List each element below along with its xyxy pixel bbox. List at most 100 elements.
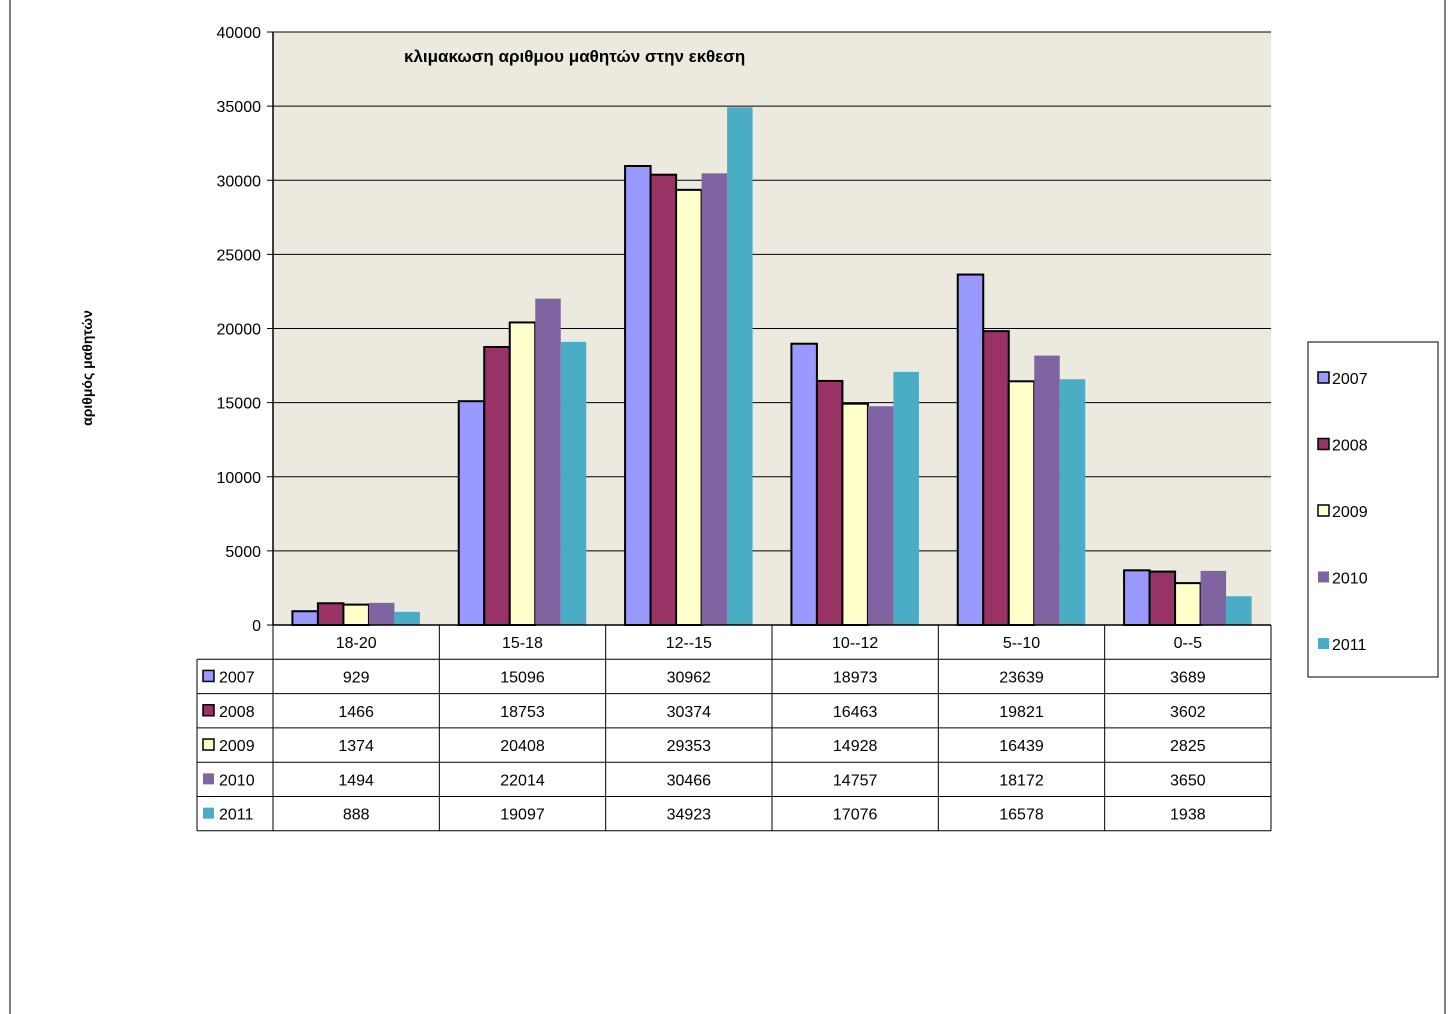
table-series-label: 2010 bbox=[219, 772, 255, 789]
legend-key-2010 bbox=[1318, 571, 1329, 583]
x-tick-label: 12--15 bbox=[666, 635, 712, 652]
legend-label: 2010 bbox=[1332, 571, 1368, 588]
bar-2011-5--10 bbox=[1059, 379, 1086, 625]
data-table: 18-20 15-18 12--15 10--12 5--10 0--5 2007 929 15… bbox=[196, 625, 1272, 832]
bar-2007-15-18 bbox=[457, 400, 486, 627]
bar-2011-18-20 bbox=[394, 611, 420, 625]
table-cell: 19097 bbox=[500, 807, 545, 824]
table-cell: 16578 bbox=[999, 807, 1044, 824]
y-tick-label: 15000 bbox=[217, 396, 262, 413]
bar-2009-12--15 bbox=[675, 188, 703, 627]
legend-key-2011 bbox=[1318, 638, 1329, 649]
table-cell: 14757 bbox=[833, 772, 878, 789]
table-cell: 1494 bbox=[338, 772, 374, 789]
table-cell: 1374 bbox=[338, 738, 374, 755]
table-cell: 16463 bbox=[833, 704, 878, 721]
legend-key-2007 bbox=[1317, 371, 1330, 384]
x-tick-label: 18-20 bbox=[336, 635, 377, 652]
table-cell: 888 bbox=[343, 807, 370, 824]
y-tick-label: 40000 bbox=[217, 25, 262, 42]
legend-label: 2008 bbox=[1332, 438, 1368, 455]
x-tick-label: 15-18 bbox=[502, 635, 543, 652]
bar-2011-12--15 bbox=[727, 107, 753, 625]
table-cell: 22014 bbox=[500, 772, 545, 789]
bar-2007-5--10 bbox=[956, 273, 985, 626]
table-cell: 30962 bbox=[667, 669, 712, 686]
x-tick-label: 5--10 bbox=[1003, 635, 1040, 652]
table-cell: 18753 bbox=[500, 704, 545, 721]
table-cell: 929 bbox=[343, 669, 370, 686]
x-tick-label: 10--12 bbox=[832, 635, 878, 652]
bar-2009-15-18 bbox=[508, 321, 537, 626]
table-cell: 15096 bbox=[500, 669, 545, 686]
table-cell: 30374 bbox=[667, 704, 712, 721]
legend-label: 2011 bbox=[1332, 637, 1367, 654]
table-cell: 16439 bbox=[999, 738, 1044, 755]
bar-2011-10--12 bbox=[893, 371, 919, 625]
table-legend-key-2011 bbox=[203, 807, 214, 819]
table-cell: 2825 bbox=[1170, 738, 1206, 755]
bar-2011-0--5 bbox=[1226, 596, 1252, 625]
table-legend-key-2008 bbox=[202, 704, 215, 717]
table-series-label: 2008 bbox=[219, 704, 255, 721]
table-cell: 18172 bbox=[999, 772, 1044, 789]
y-tick-label: 0 bbox=[252, 618, 261, 635]
bar-2010-0--5 bbox=[1200, 570, 1227, 625]
table-cell: 3650 bbox=[1170, 772, 1206, 789]
table-cell: 1466 bbox=[338, 704, 374, 721]
y-tick-label: 20000 bbox=[217, 322, 262, 339]
legend-key-2009 bbox=[1317, 504, 1330, 517]
bar-2010-12--15 bbox=[701, 173, 728, 625]
legend-label: 2007 bbox=[1332, 371, 1368, 388]
y-tick-label: 5000 bbox=[225, 544, 261, 561]
bar-2008-0--5 bbox=[1148, 570, 1177, 626]
legend-label: 2009 bbox=[1332, 504, 1368, 521]
chart-title: κλιμακωση αριθμου μαθητών στην εκθεση bbox=[404, 47, 745, 66]
bar-2007-0--5 bbox=[1123, 569, 1151, 626]
bar-2009-10--12 bbox=[841, 402, 869, 627]
table-cell: 14928 bbox=[833, 738, 878, 755]
gridlines bbox=[273, 31, 1271, 552]
table-cell: 20408 bbox=[500, 738, 545, 755]
table-legend-key-2007 bbox=[202, 669, 215, 683]
table-cell: 34923 bbox=[667, 807, 712, 824]
bar-2007-18-20 bbox=[291, 610, 319, 627]
table-cell: 3602 bbox=[1170, 704, 1206, 721]
table-legend-key-2009 bbox=[202, 738, 215, 751]
bar-2008-15-18 bbox=[483, 345, 511, 626]
bar-2007-10--12 bbox=[790, 342, 818, 626]
table-cell: 29353 bbox=[667, 738, 712, 755]
bar-2007-12--15 bbox=[624, 164, 652, 626]
y-tick-label: 35000 bbox=[217, 99, 262, 116]
table-series-label: 2007 bbox=[219, 669, 255, 686]
legend: 2007 2008 2009 2010 2011 bbox=[1307, 341, 1439, 678]
bar-2008-12--15 bbox=[649, 173, 678, 626]
table-legend-key-2010 bbox=[203, 773, 214, 785]
y-axis-label: αριθμός μαθητών bbox=[79, 310, 95, 426]
bar-2010-5--10 bbox=[1034, 355, 1060, 625]
table-series-label: 2011 bbox=[219, 807, 254, 824]
table-cell: 3689 bbox=[1170, 669, 1206, 686]
bar-2008-10--12 bbox=[815, 379, 844, 627]
bar-2008-18-20 bbox=[316, 602, 345, 626]
bar-2009-5--10 bbox=[1007, 380, 1036, 627]
table-cell: 18973 bbox=[833, 669, 878, 686]
bar-2011-15-18 bbox=[560, 341, 587, 625]
bar-2009-18-20 bbox=[342, 603, 370, 626]
table-cell: 1938 bbox=[1170, 807, 1206, 824]
table-cell: 30466 bbox=[667, 772, 712, 789]
y-tick-label: 30000 bbox=[217, 173, 262, 190]
y-tick-label: 25000 bbox=[217, 247, 262, 264]
table-cell: 23639 bbox=[999, 669, 1044, 686]
bars bbox=[291, 107, 1252, 627]
table-cell: 17076 bbox=[833, 807, 878, 824]
table-cell: 19821 bbox=[999, 704, 1044, 721]
bar-2009-0--5 bbox=[1174, 582, 1202, 627]
legend-key-2008 bbox=[1317, 437, 1330, 451]
bar-2008-5--10 bbox=[982, 330, 1010, 626]
table-series-label: 2009 bbox=[219, 738, 255, 755]
y-tick-label: 10000 bbox=[217, 470, 262, 487]
bar-2010-10--12 bbox=[867, 406, 894, 625]
x-tick-label: 0--5 bbox=[1174, 635, 1203, 652]
